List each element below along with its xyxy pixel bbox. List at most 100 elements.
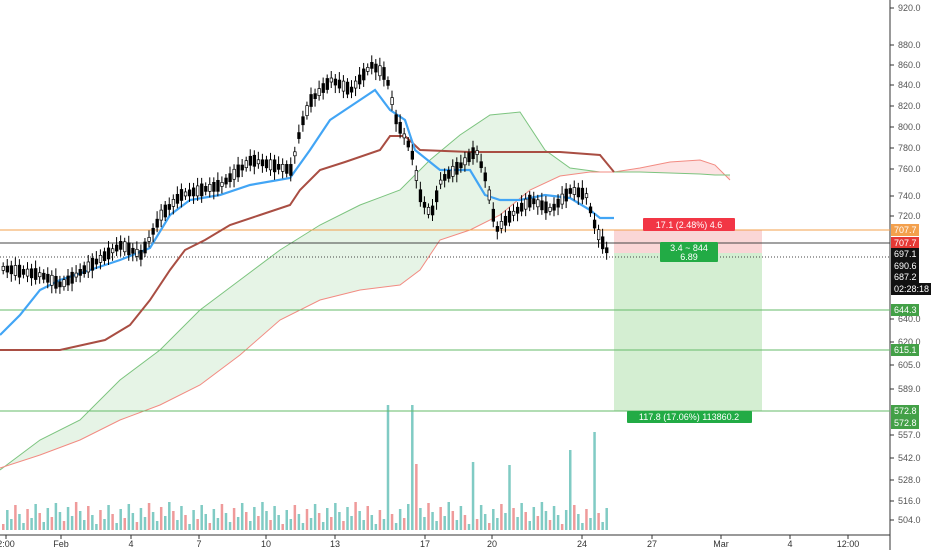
candle-body — [471, 147, 475, 160]
candle-body — [592, 219, 597, 229]
target-zone[interactable] — [614, 253, 762, 411]
candle-body — [406, 140, 410, 148]
candle-body — [244, 160, 248, 169]
y-tick-label: 820.0 — [898, 101, 921, 111]
volume-bar — [176, 520, 179, 530]
price-tag-label: 690.6 — [894, 261, 917, 271]
ichimoku-cloud — [0, 111, 731, 471]
candle-body — [588, 206, 593, 214]
volume-bar — [593, 432, 596, 530]
candle-body — [503, 215, 508, 226]
candle-body — [216, 179, 220, 192]
candle-body — [167, 204, 172, 210]
x-tick-label: 27 — [647, 539, 657, 549]
volume-bar — [394, 523, 398, 530]
position-tool[interactable] — [614, 230, 762, 411]
price-tag-label: 572.8 — [894, 406, 917, 416]
volume-bar — [18, 514, 21, 530]
volume-bar — [532, 507, 536, 530]
price-axis[interactable]: 920.0 880.0 860.0 840.0 820.0 800.0 780.0 760.0… — [890, 3, 921, 525]
candle-body — [301, 116, 305, 126]
senkou-span-b — [0, 171, 614, 469]
volume-bar — [184, 515, 187, 530]
candle-body — [596, 229, 601, 241]
candle-body — [390, 97, 394, 105]
candle-body — [337, 79, 342, 89]
volume-bar — [471, 462, 475, 530]
candle-body — [293, 151, 297, 157]
volume-bar — [83, 520, 86, 530]
volume-bar — [556, 515, 560, 530]
volume-bar — [569, 450, 572, 530]
price-tag — [891, 248, 919, 260]
candle-body — [192, 187, 196, 197]
candle-body — [455, 161, 459, 175]
candle-body — [467, 152, 471, 163]
volume-bar — [390, 514, 394, 530]
candle-body — [349, 86, 354, 93]
y-tick-label: 542.0 — [898, 453, 921, 463]
candle-body — [511, 210, 516, 216]
price-tag — [891, 344, 919, 356]
candle-body — [532, 198, 536, 205]
candle-body — [410, 150, 414, 160]
price-tag — [891, 271, 919, 283]
candle-body — [499, 221, 504, 229]
volume-bar — [321, 522, 325, 530]
candle-body — [66, 275, 70, 286]
candle-body — [398, 121, 402, 134]
candle-body — [248, 155, 253, 166]
volume-bar — [155, 521, 159, 530]
stop-label-box[interactable]: 17.1 (2.48%) 4.6 — [643, 218, 735, 231]
price-tag-label: 615.1 — [894, 345, 917, 355]
volume-bar — [34, 504, 37, 530]
stop-zone[interactable] — [614, 230, 762, 253]
volume-bar — [358, 511, 361, 530]
price-tag-label: 02:28:18 — [894, 284, 929, 294]
volume-bar — [159, 507, 163, 530]
candle-body — [135, 248, 139, 257]
volume-bar — [589, 518, 592, 530]
volume-bar — [577, 514, 580, 530]
candle-body — [536, 199, 540, 208]
candle-body — [297, 132, 301, 139]
candle-body — [78, 269, 82, 276]
volume-bar — [536, 516, 540, 530]
stop-label: 17.1 (2.48%) 4.6 — [656, 220, 723, 230]
candle-body — [110, 248, 115, 254]
volume-bar — [492, 509, 495, 530]
y-tick-label: 800.0 — [898, 122, 921, 132]
x-tick-label: Feb — [53, 539, 69, 549]
candle-body — [418, 189, 423, 203]
candle-body — [515, 206, 520, 214]
volume-bar — [597, 513, 600, 530]
candle-body — [256, 159, 261, 165]
candle-body — [426, 207, 431, 215]
candle-body — [524, 198, 528, 210]
candle-body — [333, 78, 338, 86]
volume-bar — [467, 524, 471, 530]
candle-body — [354, 80, 358, 89]
volume-bar — [407, 504, 410, 530]
volume-bar — [139, 508, 143, 530]
volume-bar — [346, 507, 349, 530]
time-axis[interactable]: 2:00 Feb 4 7 10 13 17 20 24 27 Mar 4 12:00 — [0, 535, 859, 549]
volume-bar — [573, 505, 576, 530]
entry-label-box[interactable]: 3.4 ~ 844 6.89 — [660, 242, 718, 262]
candle-body — [5, 265, 10, 273]
price-tag — [891, 304, 919, 316]
target-label-box[interactable]: 117.8 (17.06%) 113860.2 — [627, 411, 752, 423]
candle-body — [520, 202, 524, 212]
volume-bar — [111, 514, 114, 530]
candle-body — [507, 210, 512, 223]
volume-bar — [245, 512, 248, 530]
candle-body — [366, 67, 370, 72]
candle-body — [576, 187, 581, 198]
candle-body — [1, 266, 5, 271]
y-tick-label: 760.0 — [898, 164, 921, 174]
cloud-bear-fill — [614, 160, 730, 180]
price-tag-label: 644.3 — [894, 305, 917, 315]
volume-bar — [54, 503, 58, 530]
candle-body — [459, 162, 463, 169]
